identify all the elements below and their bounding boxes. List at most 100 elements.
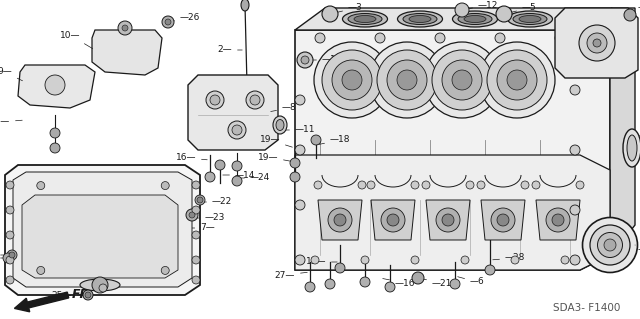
Circle shape: [92, 277, 108, 293]
Circle shape: [377, 50, 437, 110]
Text: —21: —21: [420, 278, 452, 287]
Text: —16: —16: [383, 278, 415, 287]
Circle shape: [570, 145, 580, 155]
Circle shape: [579, 25, 615, 61]
Circle shape: [491, 208, 515, 232]
Circle shape: [411, 256, 419, 264]
Polygon shape: [580, 8, 635, 255]
Circle shape: [485, 265, 495, 275]
Circle shape: [215, 160, 225, 170]
Circle shape: [496, 6, 512, 22]
Circle shape: [232, 125, 242, 135]
Circle shape: [210, 95, 220, 105]
Circle shape: [332, 60, 372, 100]
Circle shape: [369, 42, 445, 118]
Circle shape: [436, 208, 460, 232]
Circle shape: [205, 172, 215, 182]
Circle shape: [452, 70, 472, 90]
Circle shape: [334, 214, 346, 226]
Text: —11: —11: [283, 125, 316, 135]
Circle shape: [487, 50, 547, 110]
Circle shape: [295, 255, 305, 265]
Circle shape: [9, 252, 15, 258]
Text: 13—: 13—: [305, 257, 337, 266]
Polygon shape: [536, 200, 580, 240]
Text: 16—: 16—: [175, 153, 207, 162]
Circle shape: [6, 206, 14, 214]
Ellipse shape: [590, 225, 630, 265]
Circle shape: [206, 91, 224, 109]
Circle shape: [118, 21, 132, 35]
Ellipse shape: [519, 16, 541, 23]
Ellipse shape: [276, 120, 284, 130]
Circle shape: [570, 85, 580, 95]
Polygon shape: [295, 30, 610, 270]
Circle shape: [6, 231, 14, 239]
Circle shape: [322, 50, 382, 110]
Circle shape: [83, 290, 93, 300]
Text: —17: —17: [634, 130, 640, 146]
Circle shape: [314, 181, 322, 189]
Polygon shape: [18, 65, 95, 108]
Circle shape: [6, 181, 14, 189]
Text: —20: —20: [635, 245, 640, 255]
Text: —6: —6: [458, 277, 484, 286]
Circle shape: [450, 279, 460, 289]
Circle shape: [593, 39, 601, 47]
Circle shape: [322, 6, 338, 22]
Circle shape: [192, 231, 200, 239]
Polygon shape: [481, 200, 525, 240]
Circle shape: [507, 70, 527, 90]
Circle shape: [561, 256, 569, 264]
Circle shape: [497, 214, 509, 226]
Circle shape: [6, 276, 14, 284]
Polygon shape: [5, 165, 200, 295]
Circle shape: [50, 128, 60, 138]
Circle shape: [552, 214, 564, 226]
Circle shape: [186, 209, 198, 221]
Text: —23: —23: [195, 213, 225, 222]
Circle shape: [335, 263, 345, 273]
Circle shape: [290, 158, 300, 168]
Circle shape: [411, 181, 419, 189]
Ellipse shape: [598, 233, 623, 257]
Ellipse shape: [80, 279, 120, 291]
Text: 2—: 2—: [218, 46, 242, 55]
Circle shape: [228, 121, 246, 139]
Circle shape: [305, 282, 315, 292]
Circle shape: [189, 212, 195, 218]
Circle shape: [192, 206, 200, 214]
Ellipse shape: [409, 16, 431, 23]
Circle shape: [532, 181, 540, 189]
Circle shape: [232, 176, 242, 186]
Circle shape: [397, 70, 417, 90]
Circle shape: [387, 214, 399, 226]
Ellipse shape: [513, 13, 547, 25]
Ellipse shape: [508, 11, 552, 27]
Text: —14: —14: [223, 170, 255, 180]
Text: —1: —1: [308, 56, 337, 64]
Circle shape: [360, 277, 370, 287]
Text: —8: —8: [271, 103, 297, 113]
Circle shape: [546, 208, 570, 232]
Text: 22—: 22—: [0, 254, 5, 263]
Polygon shape: [318, 200, 362, 240]
Ellipse shape: [354, 16, 376, 23]
Circle shape: [511, 256, 519, 264]
Circle shape: [192, 256, 200, 264]
Circle shape: [85, 292, 91, 298]
Circle shape: [576, 181, 584, 189]
Circle shape: [555, 33, 565, 43]
Circle shape: [442, 60, 482, 100]
Circle shape: [497, 60, 537, 100]
Text: 25—: 25—: [52, 291, 85, 300]
Ellipse shape: [627, 135, 637, 161]
Circle shape: [570, 205, 580, 215]
Circle shape: [122, 25, 128, 31]
Ellipse shape: [342, 11, 387, 27]
Circle shape: [295, 145, 305, 155]
Circle shape: [295, 200, 305, 210]
Polygon shape: [555, 8, 638, 78]
Circle shape: [192, 181, 200, 189]
Circle shape: [311, 256, 319, 264]
